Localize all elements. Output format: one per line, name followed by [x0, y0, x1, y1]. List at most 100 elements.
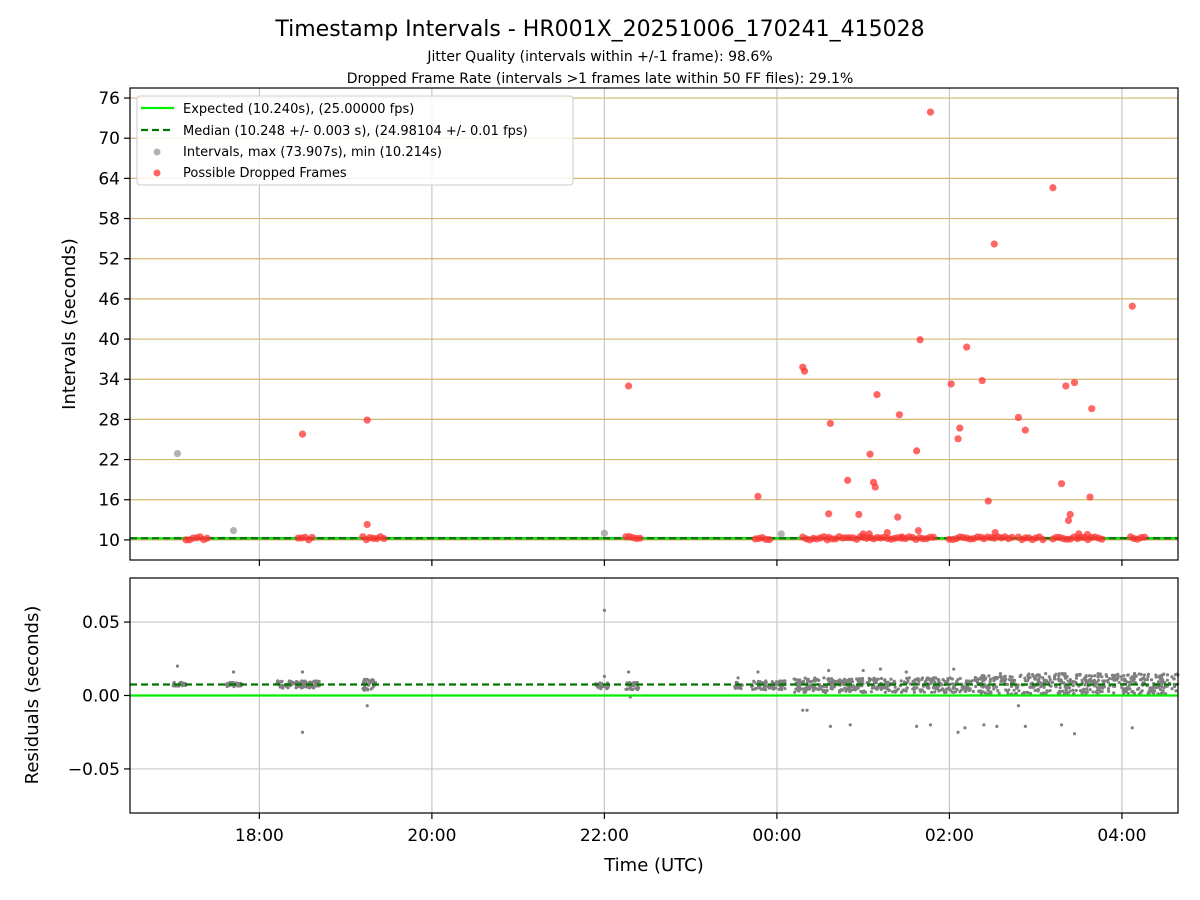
residual-point [365, 704, 369, 708]
residual-point [1091, 690, 1095, 694]
residual-point [1038, 680, 1042, 685]
residual-point [1054, 672, 1058, 676]
residual-point [931, 686, 936, 690]
residual-point [904, 670, 908, 674]
residual-point [992, 679, 996, 683]
residual-point [971, 689, 975, 693]
residuals-y-tick-label: −0.05 [68, 760, 120, 780]
residual-point [1057, 674, 1061, 678]
dropped-frame-point [1021, 426, 1029, 434]
residual-point [883, 678, 887, 682]
legend-expected-label: Expected (10.240s), (25.00000 fps) [183, 102, 414, 117]
legend-dropped-label: Possible Dropped Frames [183, 166, 347, 181]
residual-point [1132, 675, 1137, 679]
residual-point [1106, 678, 1110, 683]
residual-point [1165, 673, 1170, 677]
residual-point [1058, 691, 1062, 695]
residual-point [1040, 683, 1044, 687]
residual-point [1096, 672, 1100, 676]
residual-point [887, 688, 891, 692]
residual-point [600, 685, 604, 689]
residual-point [869, 690, 874, 694]
residual-point [793, 690, 797, 694]
residual-point [803, 676, 807, 680]
residual-point [1072, 691, 1076, 696]
residual-point [1121, 689, 1126, 693]
residual-point [1174, 689, 1178, 693]
residual-point [1122, 674, 1126, 678]
dropped-frame-point [1064, 516, 1073, 525]
residual-point [1074, 688, 1078, 693]
residual-point [605, 686, 609, 691]
residual-point [1015, 686, 1019, 690]
dropped-frame-point [883, 528, 891, 537]
residual-point [994, 677, 998, 681]
residual-point [1059, 723, 1064, 727]
residual-point [1170, 687, 1174, 691]
residual-point [1042, 678, 1046, 682]
dropped-frame-point [913, 447, 921, 455]
residual-point [956, 730, 960, 734]
residual-point [929, 681, 933, 685]
residual-point [948, 688, 952, 692]
residual-point [930, 690, 934, 694]
dropped-frame-point [873, 391, 881, 399]
residual-point [1126, 673, 1130, 677]
residual-point [1065, 686, 1069, 690]
residual-point [986, 688, 990, 692]
residual-point [997, 691, 1001, 695]
residual-point [1146, 691, 1150, 695]
residual-point [805, 685, 809, 689]
residual-point [1041, 676, 1045, 680]
dropped-frame-point [1070, 378, 1079, 387]
residual-point [852, 687, 856, 692]
residual-point [1022, 690, 1026, 695]
residual-point [373, 680, 378, 685]
residual-point [1151, 691, 1156, 695]
legend-dropped-marker [153, 169, 161, 177]
dropped-frame-point [380, 534, 388, 543]
residual-point [770, 686, 774, 690]
dropped-frame-point [1083, 530, 1092, 539]
x-tick-label: 04:00 [1097, 826, 1146, 846]
residual-point [1047, 675, 1051, 679]
residual-point [808, 684, 813, 688]
residual-point [1139, 677, 1143, 682]
residual-point [838, 678, 842, 682]
residual-point [812, 685, 816, 689]
residual-point [856, 686, 860, 690]
residual-point [813, 678, 817, 682]
residual-point [1057, 679, 1061, 683]
residual-point [802, 690, 806, 694]
dropped-frame-point [624, 382, 633, 390]
residual-point [280, 679, 284, 683]
residual-point [981, 685, 985, 689]
intervals-legend: Expected (10.240s), (25.00000 fps) Media… [136, 95, 574, 186]
residual-point [1102, 684, 1106, 689]
residual-point [1048, 688, 1052, 693]
residual-point [875, 687, 879, 691]
residual-point [992, 687, 996, 691]
residual-point [371, 685, 375, 689]
residual-point [876, 684, 880, 689]
dropped-frame-point [1066, 510, 1074, 519]
residual-point [1140, 689, 1144, 693]
legend-intervals-label: Intervals, max (73.907s), min (10.214s) [183, 145, 442, 160]
residual-point [1012, 688, 1016, 692]
residual-point [764, 688, 768, 692]
residual-point [286, 686, 290, 690]
dropped-frame-point [1098, 535, 1106, 543]
residual-point [964, 679, 969, 683]
interval-point [229, 526, 238, 535]
residual-point [912, 679, 916, 684]
intervals-y-tick-label: 34 [98, 370, 120, 390]
residual-point [783, 679, 787, 683]
residual-point [1036, 689, 1040, 693]
residual-point [1142, 676, 1146, 680]
residual-point [996, 689, 1000, 693]
residual-point [1012, 680, 1016, 685]
residual-point [860, 676, 865, 680]
residual-point [1087, 674, 1091, 678]
residual-point [1017, 689, 1021, 693]
